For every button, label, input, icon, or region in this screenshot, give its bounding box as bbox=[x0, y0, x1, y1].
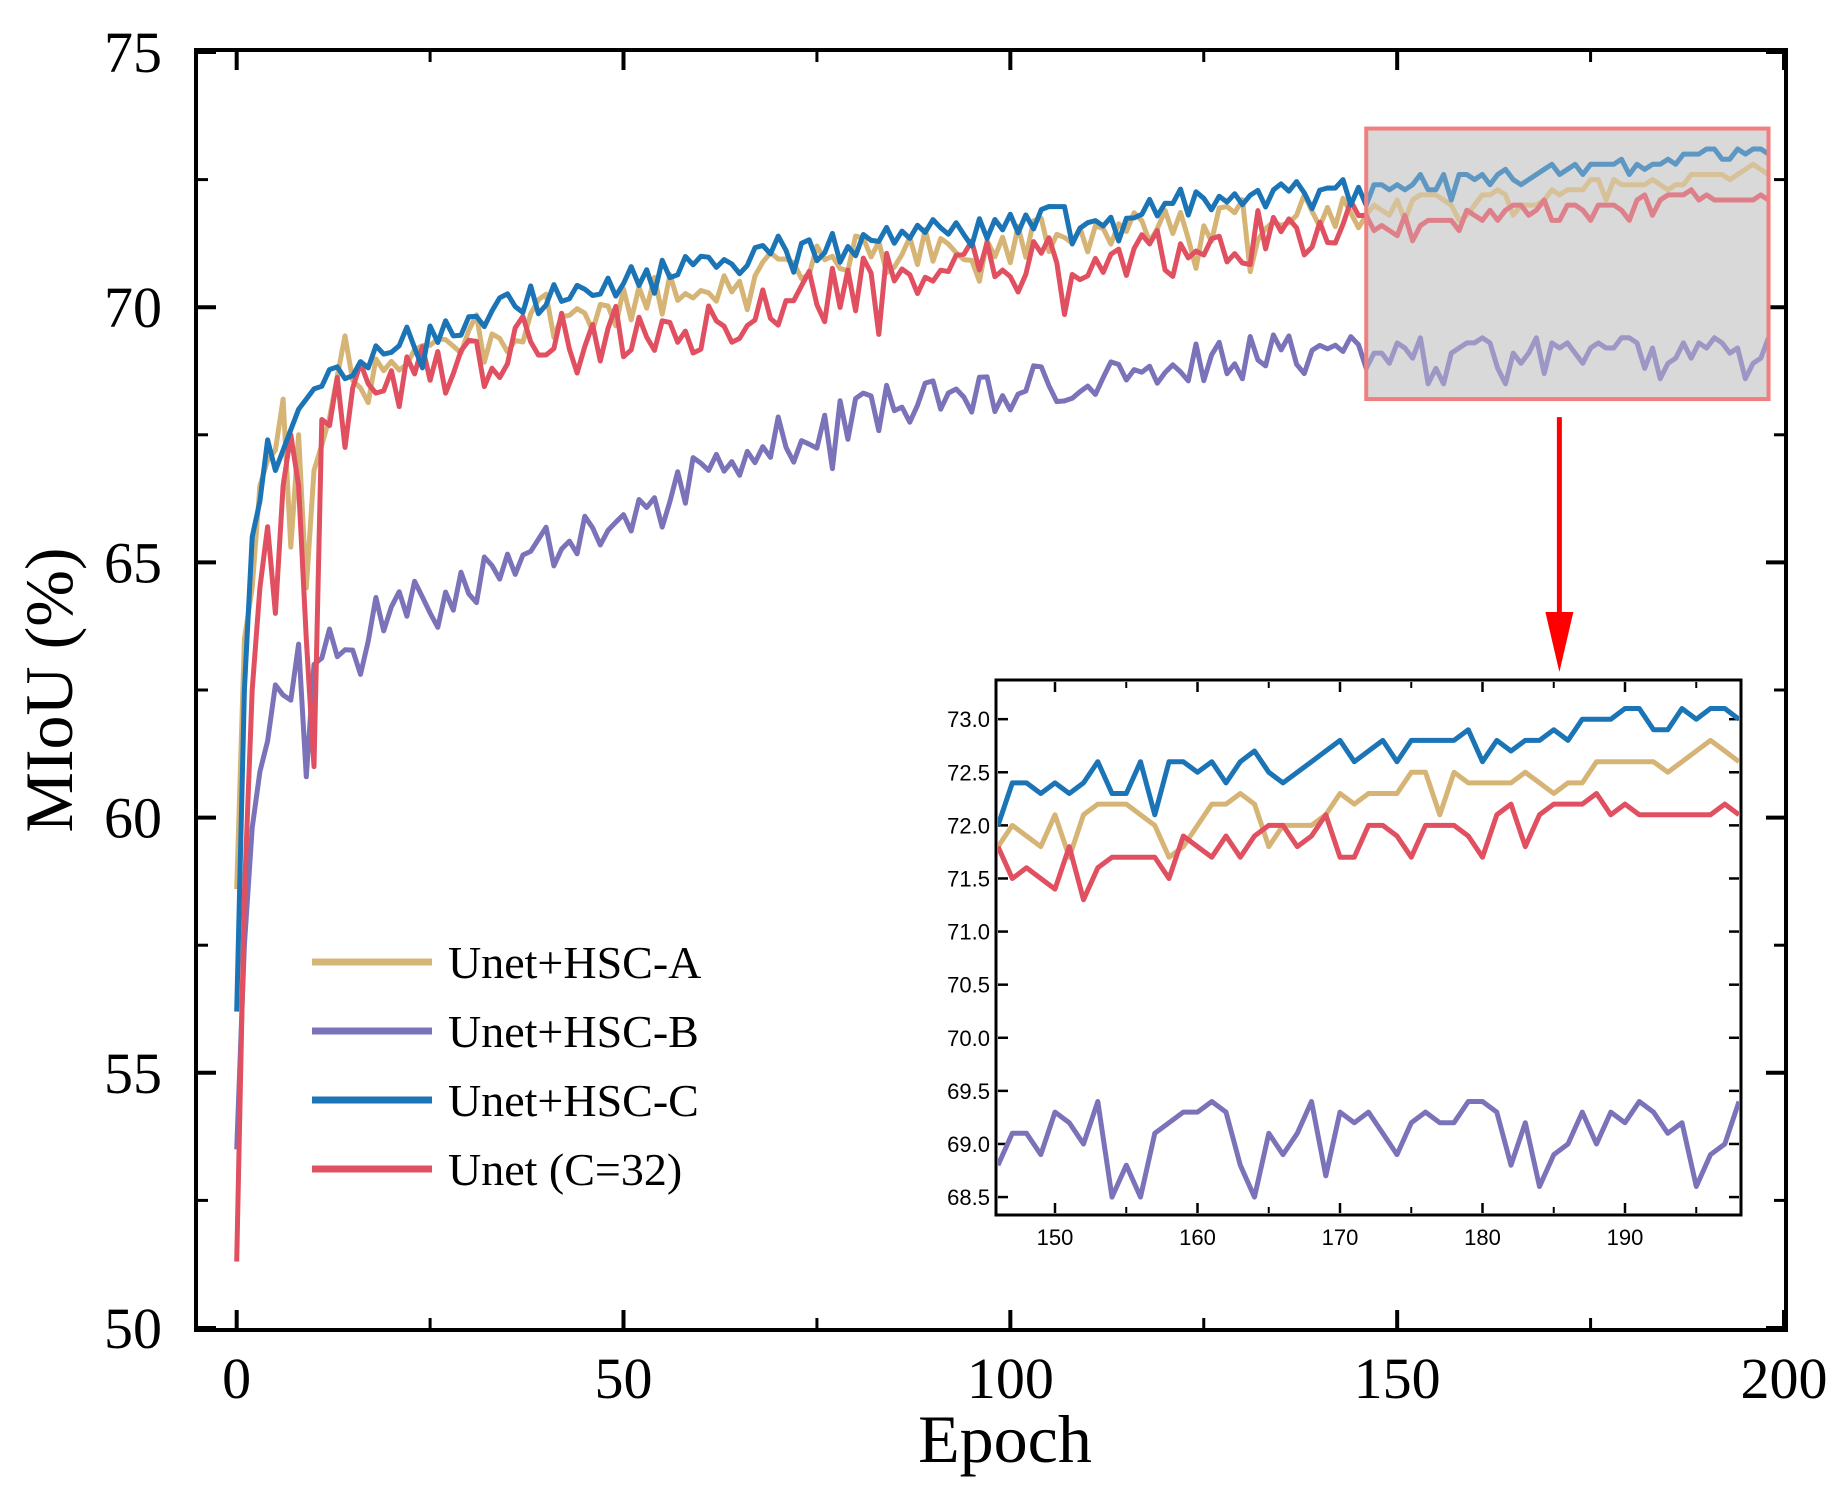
inset-x-tick-label: 190 bbox=[1607, 1225, 1644, 1250]
inset-y-tick-label: 68.5 bbox=[947, 1185, 990, 1210]
inset-y-tick-label: 72.5 bbox=[947, 760, 990, 785]
main-y-tick-label: 65 bbox=[104, 530, 162, 595]
inset-x-tick-label: 160 bbox=[1179, 1225, 1216, 1250]
legend-label-unet-hsc-b: Unet+HSC-B bbox=[448, 1006, 699, 1057]
main-series-unet-c-32 bbox=[234, 187, 1770, 1262]
main-x-tick-label: 150 bbox=[1354, 1346, 1441, 1411]
inset-y-tick-labels: 68.5 69.0 69.5 70.0 70.5 71.0 71.5 72.0 72.5 73.0 bbox=[947, 707, 990, 1210]
main-x-tick-label: 100 bbox=[967, 1346, 1054, 1411]
main-y-axis-title: MIoU (%) bbox=[11, 547, 87, 832]
main-x-tick-label: 200 bbox=[1741, 1346, 1828, 1411]
main-chart: 0 50 100 150 200 50 55 60 65 70 75 Epoch MIoU (%) bbox=[11, 20, 1828, 1477]
inset-y-tick-label: 71.5 bbox=[947, 866, 990, 891]
inset-x-tick-label: 180 bbox=[1464, 1225, 1501, 1250]
inset-y-tick-label: 72.0 bbox=[947, 813, 990, 838]
inset-y-tick-label: 70.0 bbox=[947, 1026, 990, 1051]
main-series-unet-hsc-c bbox=[234, 146, 1770, 1012]
zoom-region-overlay bbox=[1366, 128, 1769, 400]
main-y-tick-labels: 50 55 60 65 70 75 bbox=[104, 20, 162, 1361]
main-series-unet-hsc-a bbox=[234, 161, 1770, 890]
inset-series-unet-c-32 bbox=[998, 791, 1739, 903]
inset-plot-frame bbox=[994, 678, 1743, 1217]
inset-y-tick-label: 70.5 bbox=[947, 973, 990, 998]
main-y-tick-label: 55 bbox=[104, 1041, 162, 1106]
inset-y-tick-label: 73.0 bbox=[947, 707, 990, 732]
main-y-tick-label: 70 bbox=[104, 275, 162, 340]
zoom-arrow-head bbox=[1545, 612, 1574, 672]
legend: Unet+HSC-A Unet+HSC-B Unet+HSC-C Unet (C=32… bbox=[312, 937, 701, 1195]
main-x-axis-title: Epoch bbox=[918, 1401, 1092, 1477]
main-series-unet-hsc-b bbox=[234, 332, 1771, 1150]
legend-label-unet-c-32: Unet (C=32) bbox=[448, 1144, 682, 1195]
main-plot-frame bbox=[194, 48, 1788, 1332]
main-y-tick-label: 75 bbox=[104, 20, 162, 85]
main-series-lines bbox=[234, 146, 1771, 1262]
main-x-tick-label: 50 bbox=[595, 1346, 653, 1411]
main-y-tick-label: 60 bbox=[104, 786, 162, 851]
zoom-region-border bbox=[1364, 126, 1771, 402]
inset-x-tick-label: 170 bbox=[1322, 1225, 1359, 1250]
main-x-tick-label: 0 bbox=[222, 1346, 251, 1411]
inset-x-tick-labels: 150 160 170 180 190 bbox=[1037, 1225, 1644, 1250]
legend-label-unet-hsc-c: Unet+HSC-C bbox=[448, 1075, 699, 1126]
legend-label-unet-hsc-a: Unet+HSC-A bbox=[448, 937, 701, 988]
inset-chart: 150 160 170 180 190 68.5 69.0 69.5 70.0 70.5 71.0… bbox=[947, 678, 1743, 1250]
inset-x-tick-label: 150 bbox=[1037, 1225, 1074, 1250]
inset-series-lines bbox=[998, 706, 1739, 1200]
inset-series-unet-hsc-b bbox=[998, 1099, 1739, 1200]
inset-series-unet-hsc-c bbox=[998, 706, 1739, 827]
zoom-arrow bbox=[1545, 417, 1574, 672]
inset-series-unet-hsc-a bbox=[998, 737, 1739, 860]
zoom-region-outline bbox=[1364, 126, 1771, 402]
inset-background bbox=[996, 680, 1741, 1215]
main-y-tick-label: 50 bbox=[104, 1296, 162, 1361]
inset-y-tick-label: 69.0 bbox=[947, 1132, 990, 1157]
inset-y-tick-label: 71.0 bbox=[947, 920, 990, 945]
inset-y-tick-label: 69.5 bbox=[947, 1079, 990, 1104]
main-x-tick-labels: 0 50 100 150 200 bbox=[222, 1346, 1827, 1411]
